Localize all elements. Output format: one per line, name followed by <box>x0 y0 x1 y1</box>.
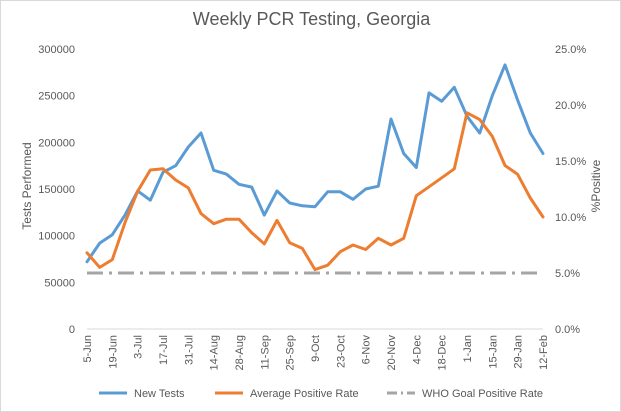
x-tick-label: 19-Jun <box>107 335 119 369</box>
legend-label-who-goal-positive-rate: WHO Goal Positive Rate <box>422 388 543 400</box>
y-right-tick-label: 0.0% <box>555 324 580 336</box>
x-tick-label: 1-Jan <box>462 335 474 363</box>
x-tick-label: 14-Aug <box>209 335 221 370</box>
y-left-tick-label: 150000 <box>38 184 75 196</box>
y-left-tick-label: 200000 <box>38 137 75 149</box>
y-left-tick-label: 100000 <box>38 231 75 243</box>
x-tick-label: 3-Jul <box>133 335 145 359</box>
series-line-new-tests <box>85 63 545 264</box>
x-tick-label: 18-Dec <box>437 335 449 371</box>
y-right-tick-label: 10.0% <box>555 212 586 224</box>
x-tick-label: 5-Jun <box>82 335 94 363</box>
legend-layer: New Tests Average Positive Rate WHO Goal P… <box>99 388 543 400</box>
x-tick-label: 20-Nov <box>386 335 398 371</box>
y-right-tick-label: 15.0% <box>555 156 586 168</box>
y-left-tick-label: 250000 <box>38 91 75 103</box>
y-left-tick-label: 0 <box>69 324 75 336</box>
y-left-tick-label: 50000 <box>44 277 75 289</box>
x-tick-label: 15-Jan <box>487 335 499 369</box>
axes-layer: 0 50000 100000 150000 200000 250000 300000 0.0%… <box>38 44 586 370</box>
x-tick-label: 4-Dec <box>411 335 423 365</box>
y-right-tick-label: 20.0% <box>555 100 586 112</box>
x-tick-label: 23-Oct <box>335 335 347 368</box>
series-layer <box>85 63 545 275</box>
legend-label-average-positive-rate: Average Positive Rate <box>250 388 359 400</box>
y-axis-left-title: Tests Performed <box>20 142 34 229</box>
x-tick-label: 12-Feb <box>538 335 550 370</box>
x-tick-label: 6-Nov <box>361 335 373 365</box>
x-tick-label: 29-Jan <box>513 335 525 369</box>
series-line-average-positive-rate <box>85 111 545 272</box>
x-tick-label: 25-Sep <box>285 335 297 370</box>
x-tick-label: 17-Jul <box>158 335 170 365</box>
y-left-tick-label: 300000 <box>38 44 75 56</box>
y-axis-right-title: %Positive <box>589 159 603 212</box>
legend-label-new-tests: New Tests <box>134 388 185 400</box>
x-tick-label: 11-Sep <box>259 335 271 370</box>
x-tick-label: 9-Oct <box>310 335 322 362</box>
x-tick-label: 28-Aug <box>234 335 246 370</box>
chart-title: Weekly PCR Testing, Georgia <box>192 9 431 29</box>
x-tick-label: 31-Jul <box>183 335 195 365</box>
y-right-tick-label: 25.0% <box>555 44 586 56</box>
y-right-tick-label: 5.0% <box>555 268 580 280</box>
